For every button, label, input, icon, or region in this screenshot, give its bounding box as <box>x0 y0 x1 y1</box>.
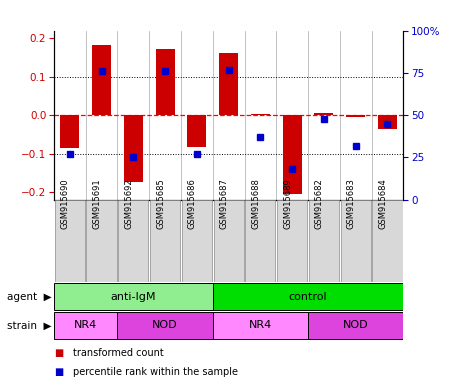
Text: GSM915688: GSM915688 <box>251 179 260 229</box>
Bar <box>245 200 275 282</box>
Text: ■: ■ <box>54 348 63 358</box>
Text: control: control <box>289 291 327 302</box>
Bar <box>219 53 238 115</box>
Bar <box>86 200 117 282</box>
Text: GSM915691: GSM915691 <box>92 179 102 229</box>
Bar <box>378 115 397 129</box>
Bar <box>55 200 85 282</box>
Text: GSM915692: GSM915692 <box>124 179 133 229</box>
Text: GSM915687: GSM915687 <box>219 179 229 229</box>
Text: GSM915686: GSM915686 <box>188 179 197 229</box>
Bar <box>54 312 117 339</box>
Bar <box>61 115 79 148</box>
Text: percentile rank within the sample: percentile rank within the sample <box>73 367 238 377</box>
Text: NR4: NR4 <box>249 320 272 331</box>
Text: GSM915684: GSM915684 <box>378 179 387 229</box>
Bar <box>308 312 403 339</box>
Bar <box>213 200 244 282</box>
Text: NOD: NOD <box>343 320 369 331</box>
Bar <box>213 283 403 310</box>
Text: ■: ■ <box>54 367 63 377</box>
Text: GSM915683: GSM915683 <box>347 179 356 229</box>
Text: strain  ▶: strain ▶ <box>7 320 52 331</box>
Bar <box>124 115 143 182</box>
Bar <box>346 115 365 117</box>
Bar <box>156 49 174 115</box>
Bar <box>277 200 307 282</box>
Bar <box>118 200 148 282</box>
Bar <box>117 312 213 339</box>
Text: anti-IgM: anti-IgM <box>111 291 156 302</box>
Bar <box>187 115 206 147</box>
Bar <box>150 200 180 282</box>
Bar <box>309 200 339 282</box>
Bar <box>283 115 302 194</box>
Text: NOD: NOD <box>152 320 178 331</box>
Bar <box>54 283 213 310</box>
Text: NR4: NR4 <box>74 320 98 331</box>
Bar <box>213 312 308 339</box>
Text: GSM915682: GSM915682 <box>315 179 324 229</box>
Bar <box>314 113 333 115</box>
Text: GSM915689: GSM915689 <box>283 179 292 229</box>
Text: GSM915690: GSM915690 <box>61 179 70 229</box>
Bar <box>251 114 270 115</box>
Bar <box>372 200 402 282</box>
Bar <box>182 200 212 282</box>
Text: transformed count: transformed count <box>73 348 163 358</box>
Bar <box>340 200 371 282</box>
Text: agent  ▶: agent ▶ <box>7 291 52 302</box>
Text: GSM915685: GSM915685 <box>156 179 165 229</box>
Bar <box>92 45 111 115</box>
